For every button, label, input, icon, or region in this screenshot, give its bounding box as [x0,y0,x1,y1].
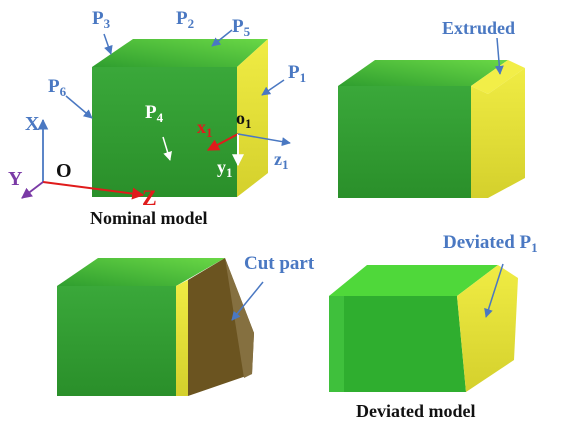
label-p2: P2 [176,8,194,31]
cut-yellow-strip [176,280,188,396]
p1-leader [261,79,285,96]
label-global-x: X [25,113,40,135]
nominal-top-face [92,39,268,67]
extruded-band [471,60,525,94]
caption-deviated-model: Deviated model [356,401,475,421]
cut-model: Cut part [57,253,315,396]
extruded-model: Extruded [338,18,525,198]
extruded-top-face [338,60,508,86]
deviated-front-highlight [329,287,344,392]
label-global-o: O [56,160,72,182]
label-cut-part: Cut part [244,253,315,274]
p4-leader [162,136,172,161]
label-y1: y1 [217,157,233,180]
caption-nominal-model: Nominal model [90,208,208,228]
nominal-front-face [92,67,237,197]
nominal-model: P3 P2 P5 P1 P6 P4 x1 o1 y1 z1 X O Y Z No… [8,8,306,228]
x1-arrow [206,133,239,151]
deviated-model: Deviated P1 Deviated model [329,232,538,421]
z1-arrow [237,133,291,147]
global-y-axis [21,181,44,199]
label-x1: x1 [197,117,213,140]
label-p6: P6 [48,76,67,99]
nominal-side-face-p1 [237,39,268,197]
label-z1: z1 [274,149,289,172]
deviated-side-face-p1 [457,265,518,392]
label-extruded: Extruded [442,18,515,38]
deviated-top-face [329,265,498,296]
label-p4: P4 [145,102,164,125]
deviated-front-face [329,296,466,392]
label-global-y: Y [8,168,23,190]
cut-top-face [57,258,225,286]
label-global-z: Z [142,185,157,210]
p5-leader [211,29,233,47]
deviated-leader [484,263,504,318]
cut-leader [231,281,264,321]
cut-front-face [57,286,176,396]
label-p5: P5 [232,16,251,39]
label-p3: P3 [92,8,111,31]
extruded-front-face [338,86,471,198]
label-deviated-p1: Deviated P1 [443,232,538,255]
global-z-axis [42,181,145,200]
extruded-side-face [471,68,525,198]
label-p1: P1 [288,62,306,85]
p3-leader [103,33,113,55]
label-o1: o1 [236,108,252,131]
extruded-leader [494,37,504,75]
p6-leader [65,95,93,119]
